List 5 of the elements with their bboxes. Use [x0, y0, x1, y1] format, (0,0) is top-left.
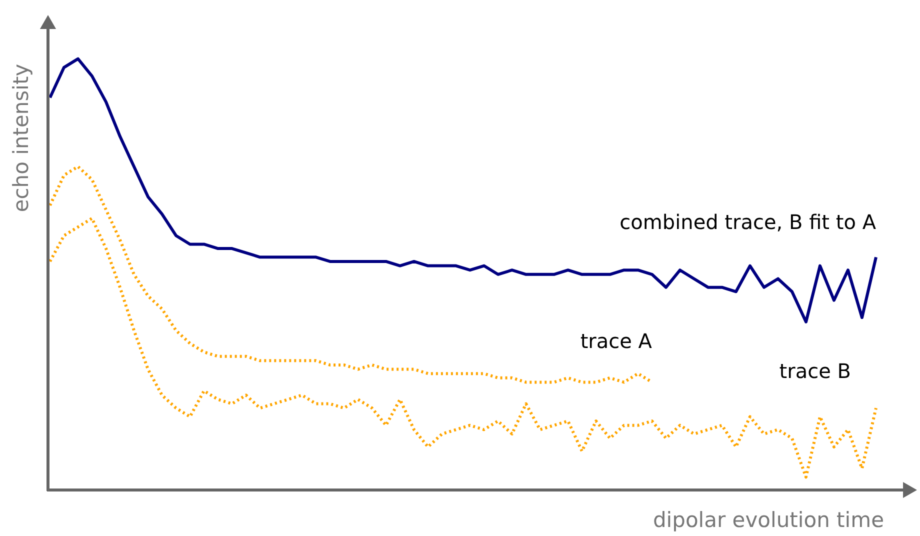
series-label: trace A: [580, 329, 652, 354]
x-axis-title: dipolar evolution time: [652, 508, 884, 532]
series-label: combined trace, B fit to A: [620, 210, 876, 234]
series-label: trace B: [779, 359, 851, 384]
y-axis-title: echo intensity: [9, 64, 33, 212]
